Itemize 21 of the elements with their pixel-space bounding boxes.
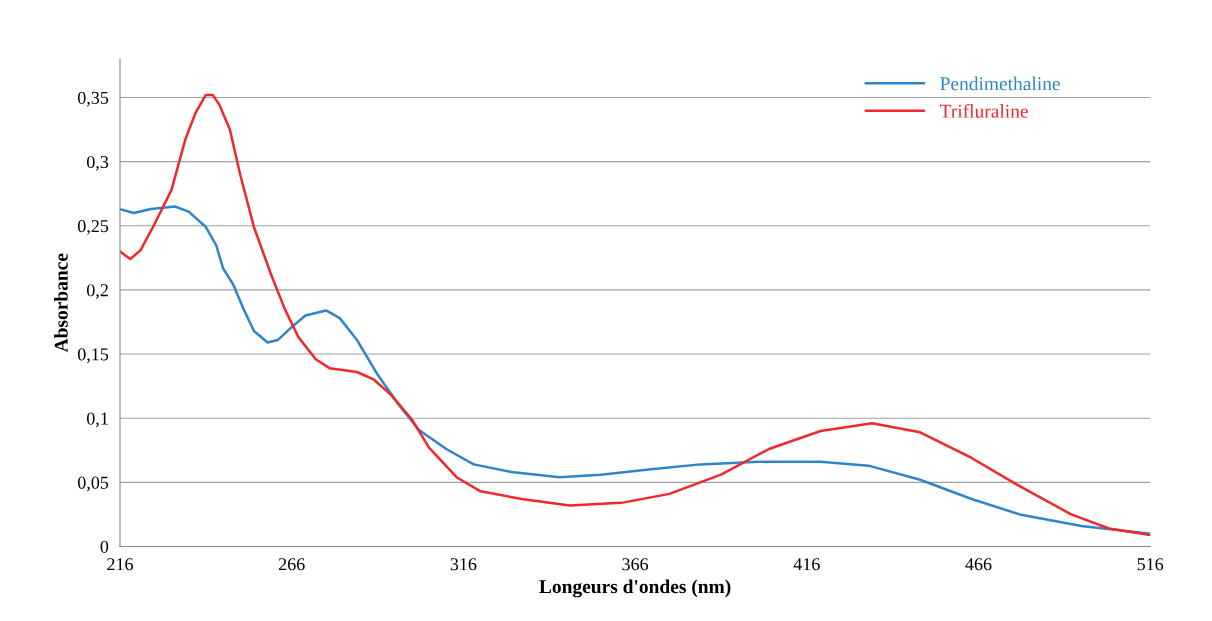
y-tick-label: 0,35	[77, 91, 109, 107]
y-tick-label: 0,1	[87, 412, 108, 428]
x-tick-label: 366	[622, 558, 649, 571]
x-tick-label: 216	[107, 558, 133, 571]
x-tick-label: 466	[965, 558, 992, 571]
line-series	[119, 205, 1151, 535]
x-tick-label: 416	[793, 558, 820, 571]
x-axis-title: Longeurs d'ondes (nm)	[539, 579, 731, 598]
legend-label: Pendimethaline	[940, 76, 1060, 91]
x-tick-label: 266	[278, 558, 305, 571]
y-tick-label: 0,3	[87, 155, 109, 171]
y-tick-label: 0,2	[87, 284, 108, 299]
line-series	[119, 93, 1151, 537]
y-tick-label: 0,05	[77, 476, 109, 492]
x-tick-label: 516	[1137, 558, 1164, 571]
y-tick-label: 0,25	[77, 220, 109, 235]
y-axis-title: Absorbance	[54, 253, 68, 353]
y-tick-label: 0	[100, 540, 109, 553]
y-tick-label: 0,15	[77, 348, 109, 364]
x-tick-label: 316	[450, 558, 477, 571]
legend-label: Trifluraline	[939, 103, 1028, 118]
